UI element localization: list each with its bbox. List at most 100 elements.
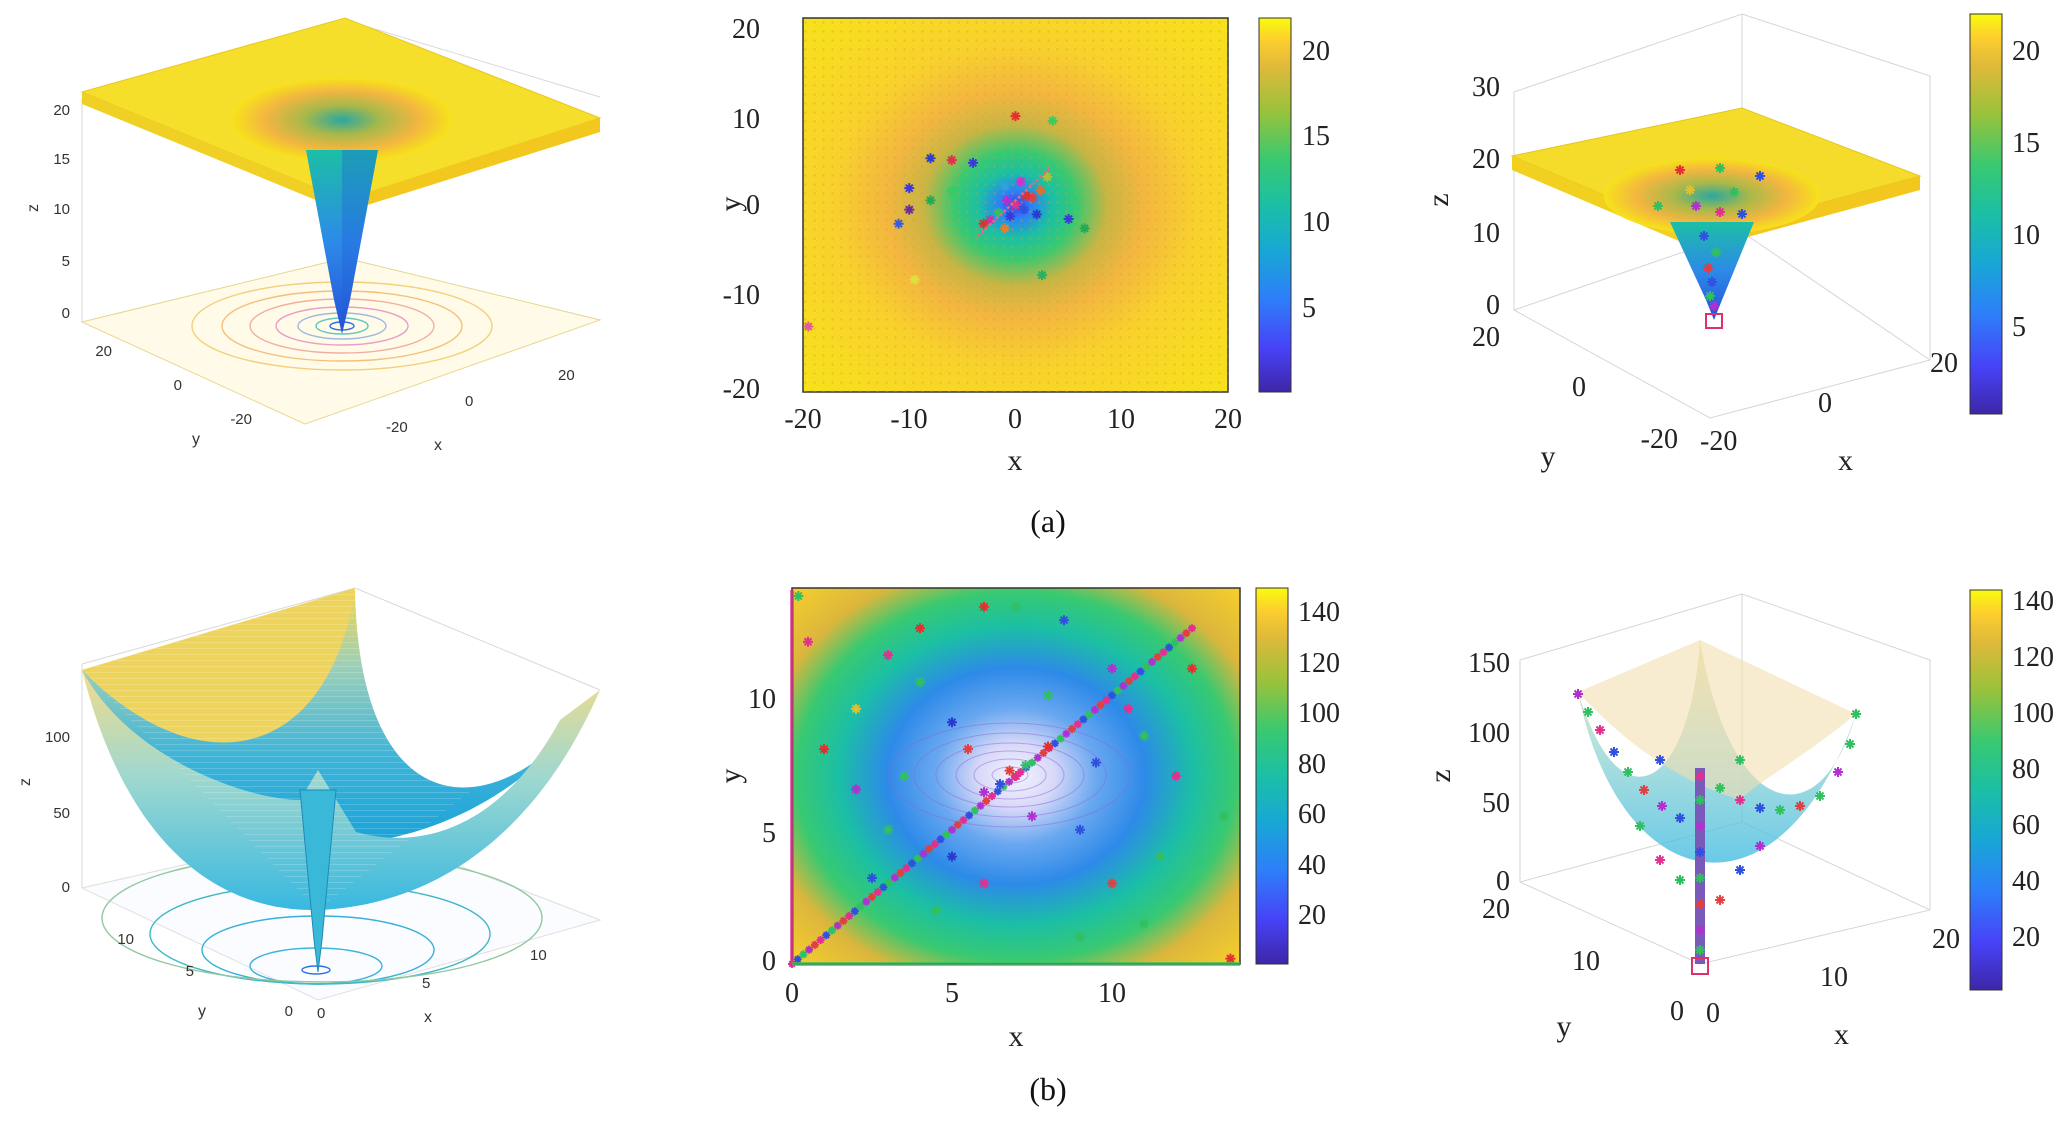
panel-a-x-tick: 20: [558, 367, 575, 384]
diagonal-cluster-point: [1096, 701, 1105, 710]
panel-b-z-tick: 50: [53, 805, 70, 822]
scatter-point: [1675, 165, 1685, 175]
scatter-point: [1795, 801, 1805, 811]
diagonal-cluster-point: [1079, 715, 1088, 724]
panel-b-topview-x-label: x: [1009, 1020, 1024, 1053]
diagonal-cluster-point: [1056, 734, 1065, 743]
diagonal-cluster-point: [845, 912, 854, 921]
scatter-point: [1139, 730, 1149, 741]
panel-b-bowl-surface: [82, 670, 600, 911]
panel-a-z-label: z: [25, 204, 42, 212]
diagonal-cluster-point: [1039, 748, 1048, 757]
diagonal-cluster-point: [1125, 677, 1134, 686]
diagonal-cluster-point: [816, 936, 825, 945]
scatter-point: [1036, 185, 1046, 196]
scatter-point: [1583, 707, 1593, 717]
panel-b-x-label: x: [424, 1009, 432, 1026]
scatter-point: [978, 218, 989, 229]
diagonal-cluster-point: [856, 902, 865, 911]
diagonal-cluster-point: [873, 888, 882, 897]
scatter-point: [819, 744, 829, 755]
scatter-point: [947, 717, 957, 728]
panel-a-surface-points-x-label: x: [1838, 444, 1853, 477]
panel-a-z-tick: 15: [53, 151, 70, 168]
diagonal-cluster-point: [936, 835, 945, 844]
panel-b-surface-points-colorbar: [1969, 589, 2003, 991]
panel-b-topview-colorbar-tick: 40: [1298, 850, 1326, 881]
scatter-point: [1004, 765, 1015, 776]
scatter-point: [867, 873, 877, 884]
panel-b-best-solution-marker: [1691, 957, 1709, 975]
diagonal-cluster-point: [953, 820, 962, 829]
scatter-point: [1139, 918, 1149, 929]
diagonal-cluster-point: [982, 796, 991, 805]
scatter-point: [1037, 270, 1048, 281]
scatter-point: [979, 601, 989, 612]
scatter-point: [1011, 771, 1021, 781]
diagonal-cluster-point: [1165, 643, 1174, 652]
scatter-point: [803, 321, 814, 332]
panel-b-topview: 0 5 10 0 5 10 x y 20 40 60 80 100 120 14…: [714, 587, 1340, 1053]
panel-b-surface-points-x-label: x: [1834, 1018, 1849, 1051]
diagonal-cluster-point: [1170, 638, 1179, 647]
panel-b-surface-points-markers: [1573, 689, 1861, 955]
panel-a-funnel-shade: [342, 150, 378, 334]
panel-b-surface-points-bowl-back: [1578, 640, 1856, 800]
panel-a-topview-colorbar: [1258, 17, 1292, 393]
panel-a-topview-x-tick: -10: [890, 404, 927, 435]
panel-a-topview-colorbar-tick: 5: [1302, 293, 1316, 324]
diagonal-cluster-point: [970, 806, 979, 815]
diagonal-cluster-point: [988, 792, 996, 801]
scatter-point: [1675, 875, 1685, 885]
panel-b-topview-colorbar: [1255, 587, 1289, 965]
caption-b: (b): [1029, 1071, 1066, 1107]
panel-b-topview-x-tick: 0: [785, 978, 799, 1009]
panel-b-x-tick: 5: [422, 975, 430, 992]
scatter-point: [999, 223, 1010, 234]
scatter-point: [1715, 207, 1725, 217]
panel-a-surface-points-colorbar: [1969, 13, 2003, 415]
panel-b-topview-y-label: y: [714, 769, 747, 784]
panel-a-z-tick: 10: [53, 201, 70, 218]
diagonal-cluster-point: [1085, 710, 1094, 719]
panel-b-spike: [299, 789, 337, 973]
panel-a-topview-points: [803, 111, 1090, 332]
panel-b-z-tick: 100: [45, 729, 70, 746]
diagonal-cluster-point: [1016, 768, 1025, 777]
panel-a-best-solution-marker: [1705, 313, 1723, 329]
panel-b-surface-points-z-label: z: [1424, 769, 1457, 782]
panel-a-z-tick: 20: [53, 102, 70, 119]
panel-a-topview-y-tick: 0: [746, 190, 760, 221]
diagonal-cluster-point: [810, 940, 819, 949]
panel-a-surface-points-y-tick: 20: [1472, 322, 1500, 353]
panel-b-y-tick: 0: [285, 1003, 293, 1020]
diagonal-cluster-point: [1159, 648, 1168, 657]
scatter-point: [931, 905, 941, 916]
panel-a-surface-points-colorbar-tick: 10: [2012, 220, 2040, 251]
panel-a-well-opening: [232, 78, 452, 162]
panel-a-surface-points-z-tick: 20: [1472, 144, 1500, 175]
scatter-point: [1755, 803, 1765, 813]
panel-b-surface-points-x-tick: 20: [1932, 924, 1960, 955]
panel-b-topview-points: [793, 591, 1236, 964]
scatter-point: [1695, 945, 1705, 955]
panel-b-surface-points-y-tick: 10: [1572, 946, 1600, 977]
diagonal-cluster-point: [799, 950, 808, 959]
scatter-point: [1020, 760, 1031, 771]
diagonal-cluster-point: [1130, 672, 1139, 681]
scatter-point: [883, 824, 893, 835]
panel-b-topview-colorbar-tick: 60: [1298, 799, 1326, 830]
scatter-point: [963, 744, 973, 755]
panel-b-y-tick: 5: [186, 963, 194, 980]
scatter-point: [985, 214, 995, 225]
scatter-point: [1043, 741, 1053, 752]
panel-a-topview-y-tick: 10: [732, 104, 760, 135]
scatter-point: [946, 155, 957, 166]
scatter-point: [1187, 663, 1197, 674]
scatter-point: [1047, 115, 1058, 126]
scatter-point: [1657, 801, 1667, 811]
scatter-point: [1715, 783, 1725, 793]
panel-a-topview: 20 10 0 -10 -20 -20 -10 0 10 20 x y 5 10…: [714, 14, 1330, 477]
panel-a-surface-points-well: [1604, 158, 1820, 234]
panel-b-surface: 0 50 100 z 10 5 0 y 0 5 10 x: [17, 587, 602, 1026]
